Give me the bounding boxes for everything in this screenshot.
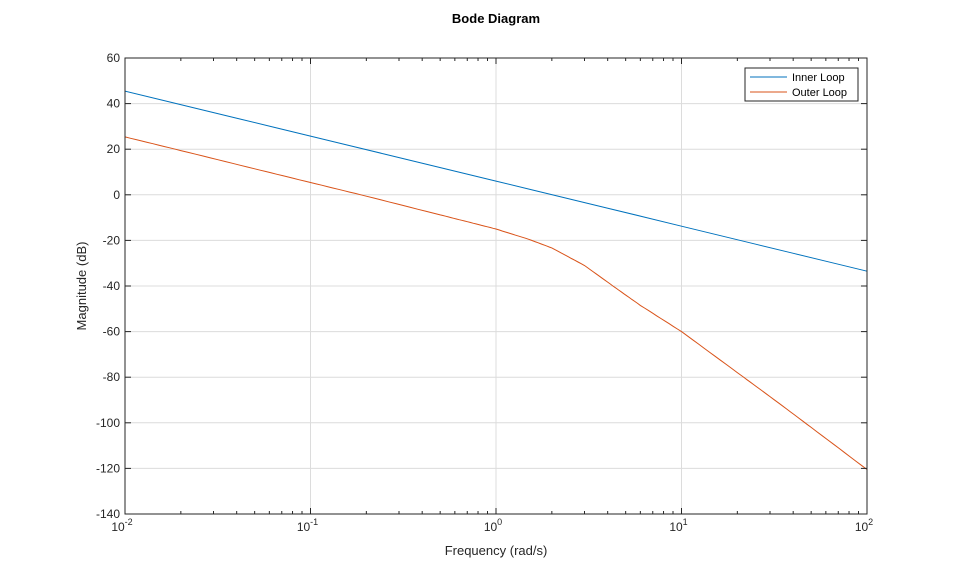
y-tick-label: 20	[107, 142, 121, 156]
x-tick-label: 102	[855, 517, 873, 534]
series-line-outer-loop	[124, 136, 868, 470]
x-tick-label: 10-2	[111, 517, 132, 534]
grid	[125, 58, 867, 514]
chart-title: Bode Diagram	[452, 11, 540, 26]
series-group	[124, 90, 868, 470]
x-tick-label: 10-1	[297, 517, 318, 534]
y-tick-label: 60	[107, 51, 121, 65]
legend: Inner Loop Outer Loop	[744, 67, 859, 102]
y-tick-label: -100	[96, 416, 120, 430]
y-tick-label: -80	[103, 370, 121, 384]
y-axis-label: Magnitude (dB)	[74, 242, 89, 331]
legend-box	[744, 67, 859, 102]
x-tick-label: 101	[669, 517, 687, 534]
y-tick-label: -20	[103, 233, 121, 247]
y-tick-label: -140	[96, 507, 120, 521]
legend-label-outer-loop: Outer Loop	[792, 87, 847, 99]
y-tick-label: 40	[107, 97, 121, 111]
y-tick-label: -120	[96, 461, 120, 475]
x-tick-label: 100	[484, 517, 502, 534]
series-line-inner-loop	[124, 90, 868, 272]
x-axis-label: Frequency (rad/s)	[445, 543, 548, 558]
y-tick-label: -60	[103, 325, 121, 339]
y-tick-label: -40	[103, 279, 121, 293]
legend-label-inner-loop: Inner Loop	[792, 72, 845, 84]
y-tick-label: 0	[113, 188, 120, 202]
